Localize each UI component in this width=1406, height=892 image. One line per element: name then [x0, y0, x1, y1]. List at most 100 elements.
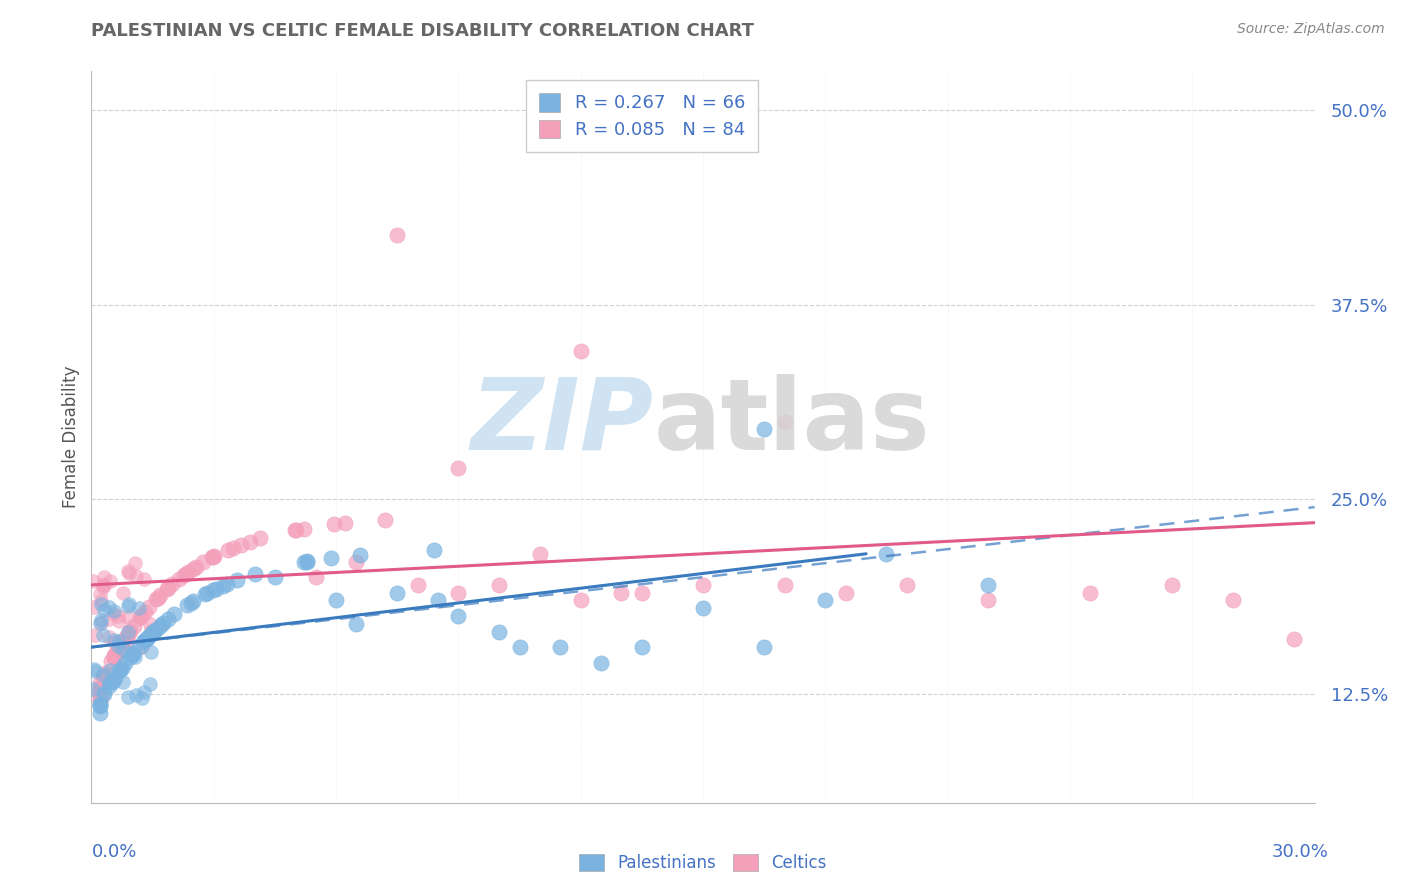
- Point: [193, 555, 215, 569]
- Point: [201, 550, 224, 565]
- Point: [117, 599, 139, 613]
- Point: [134, 632, 156, 647]
- Point: [529, 547, 551, 561]
- Point: [117, 609, 139, 624]
- Point: [174, 566, 197, 581]
- Point: [93, 570, 115, 584]
- Point: [89, 693, 111, 707]
- Point: [284, 523, 307, 537]
- Point: [134, 632, 156, 647]
- Point: [104, 648, 127, 662]
- Point: [89, 693, 111, 707]
- Point: [98, 679, 121, 693]
- Point: [103, 648, 125, 663]
- Point: [610, 585, 633, 599]
- Point: [569, 344, 592, 359]
- Point: [89, 681, 111, 695]
- Point: [82, 574, 104, 588]
- Point: [138, 628, 160, 642]
- Point: [117, 628, 139, 642]
- Point: [107, 609, 129, 624]
- Point: [98, 676, 121, 690]
- Point: [295, 554, 318, 568]
- Point: [115, 630, 138, 644]
- Point: [692, 601, 714, 615]
- Point: [335, 516, 357, 531]
- Text: PALESTINIAN VS CELTIC FEMALE DISABILITY CORRELATION CHART: PALESTINIAN VS CELTIC FEMALE DISABILITY …: [91, 22, 755, 40]
- Point: [447, 585, 470, 599]
- Point: [295, 555, 318, 569]
- Point: [84, 664, 107, 678]
- Point: [122, 619, 145, 633]
- Text: 0.0%: 0.0%: [91, 843, 136, 861]
- Point: [163, 607, 186, 622]
- Point: [94, 666, 117, 681]
- Point: [222, 541, 245, 555]
- Point: [243, 566, 266, 581]
- Point: [98, 663, 121, 677]
- Point: [112, 642, 135, 657]
- Point: [569, 593, 592, 607]
- Point: [117, 625, 139, 640]
- Point: [93, 667, 115, 681]
- Point: [101, 675, 124, 690]
- Point: [117, 690, 139, 704]
- Point: [90, 597, 112, 611]
- Point: [125, 569, 148, 583]
- Point: [447, 461, 470, 475]
- Point: [89, 695, 111, 709]
- Point: [162, 577, 184, 591]
- Point: [89, 689, 111, 703]
- Point: [176, 598, 198, 612]
- Point: [591, 656, 613, 670]
- Point: [89, 676, 111, 690]
- Point: [93, 686, 115, 700]
- Point: [107, 640, 129, 654]
- Point: [89, 681, 111, 695]
- Point: [205, 582, 228, 596]
- Point: [89, 683, 111, 698]
- Point: [284, 523, 307, 537]
- Point: [239, 534, 262, 549]
- Point: [112, 633, 135, 648]
- Point: [211, 579, 233, 593]
- Legend: Palestinians, Celtics: Palestinians, Celtics: [572, 847, 834, 879]
- Point: [754, 640, 776, 655]
- Point: [89, 682, 111, 697]
- Point: [128, 601, 150, 615]
- Point: [98, 612, 121, 626]
- Text: ZIP: ZIP: [471, 374, 654, 471]
- Text: Source: ZipAtlas.com: Source: ZipAtlas.com: [1237, 22, 1385, 37]
- Point: [128, 612, 150, 626]
- Point: [195, 586, 218, 600]
- Point: [110, 663, 132, 677]
- Point: [91, 668, 114, 682]
- Point: [89, 698, 111, 712]
- Point: [107, 643, 129, 657]
- Point: [427, 593, 450, 607]
- Point: [217, 542, 239, 557]
- Point: [138, 616, 160, 631]
- Point: [141, 626, 163, 640]
- Point: [122, 647, 145, 661]
- Point: [488, 578, 510, 592]
- Text: atlas: atlas: [654, 374, 931, 471]
- Point: [121, 648, 143, 662]
- Point: [89, 587, 111, 601]
- Point: [173, 567, 195, 582]
- Point: [134, 605, 156, 619]
- Point: [100, 654, 122, 668]
- Point: [91, 578, 114, 592]
- Point: [128, 640, 150, 654]
- Point: [98, 630, 121, 644]
- Point: [194, 587, 217, 601]
- Point: [132, 635, 155, 649]
- Point: [93, 669, 115, 683]
- Point: [104, 671, 127, 685]
- Point: [98, 599, 121, 614]
- Point: [103, 633, 125, 648]
- Point: [93, 602, 115, 616]
- Point: [292, 555, 315, 569]
- Point: [149, 588, 172, 602]
- Point: [114, 657, 136, 671]
